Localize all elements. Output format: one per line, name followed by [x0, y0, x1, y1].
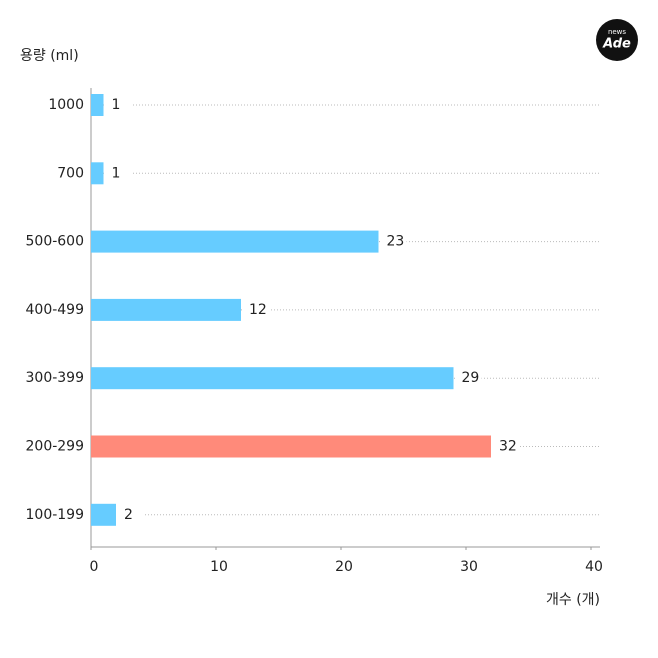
y-tick-label: 400-499: [26, 302, 85, 318]
label-bg: [455, 369, 482, 388]
logo-text: news: [608, 28, 626, 36]
label-bg: [118, 505, 144, 524]
value-label: 12: [249, 302, 267, 318]
value-label: 23: [387, 234, 405, 250]
x-axis-label: 개수 (개): [546, 592, 600, 608]
bar: [91, 367, 454, 390]
value-label: 32: [499, 439, 517, 455]
x-tick-label: 10: [210, 559, 228, 575]
bar: [91, 435, 491, 458]
y-tick-label: 100-199: [26, 507, 85, 523]
bar: [91, 162, 104, 185]
label-bg: [493, 437, 519, 456]
bar: [91, 94, 104, 116]
y-axis-label: 용량 (ml): [20, 48, 79, 64]
x-tick-label: 20: [335, 559, 353, 575]
value-label: 1: [112, 97, 121, 113]
y-tick-label: 700: [57, 165, 84, 181]
x-tick-label: 30: [460, 559, 478, 575]
y-tick-label: 200-299: [26, 439, 85, 455]
x-tick-label: 40: [585, 559, 603, 575]
label-bg: [243, 300, 269, 319]
bar: [91, 298, 241, 321]
label-bg: [105, 164, 132, 183]
label-bg: [105, 96, 132, 114]
y-tick-label: 500-600: [26, 234, 85, 250]
x-tick-label: 0: [90, 559, 99, 575]
logo-text: Ade: [602, 37, 631, 52]
bar: [91, 230, 379, 253]
y-tick-label: 1000: [48, 97, 84, 113]
y-tick-label: 300-399: [26, 370, 85, 386]
bar: [91, 503, 116, 526]
value-label: 29: [462, 370, 480, 386]
logo: news Ade: [596, 19, 638, 61]
value-label: 2: [124, 507, 133, 523]
value-label: 1: [112, 165, 121, 181]
label-bg: [380, 232, 407, 251]
logo-badge: [596, 19, 638, 61]
